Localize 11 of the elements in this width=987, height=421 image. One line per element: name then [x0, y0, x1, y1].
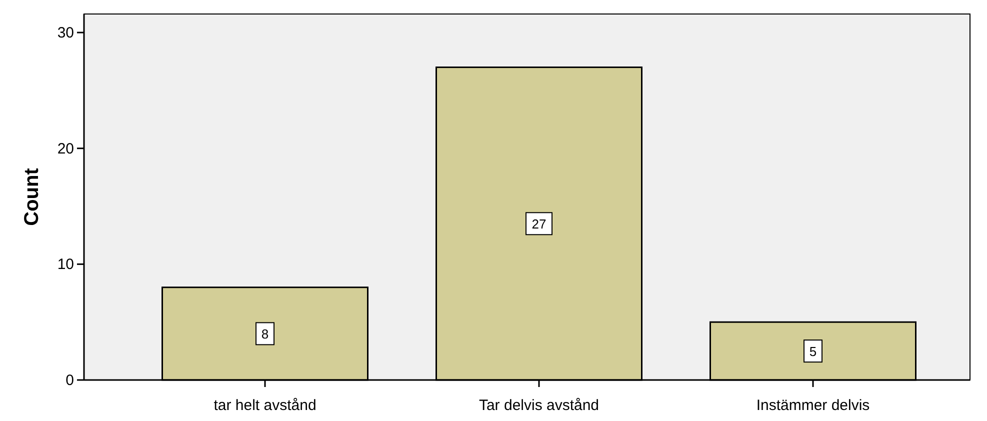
y-tick-label: 20 [57, 140, 74, 158]
x-tick-label: Tar delvis avstånd [478, 397, 600, 414]
y-tick-label: 0 [66, 372, 74, 389]
y-tick-label: 10 [57, 256, 74, 274]
x-tick-label: tar helt avstånd [214, 397, 316, 414]
data-label: 5 [809, 344, 817, 360]
y-tick-label: 30 [57, 24, 74, 42]
y-axis-title: Count [21, 168, 43, 226]
data-label: 27 [532, 216, 546, 232]
x-tick-label: Instämmer delvis [756, 397, 870, 414]
data-label: 8 [261, 326, 269, 342]
